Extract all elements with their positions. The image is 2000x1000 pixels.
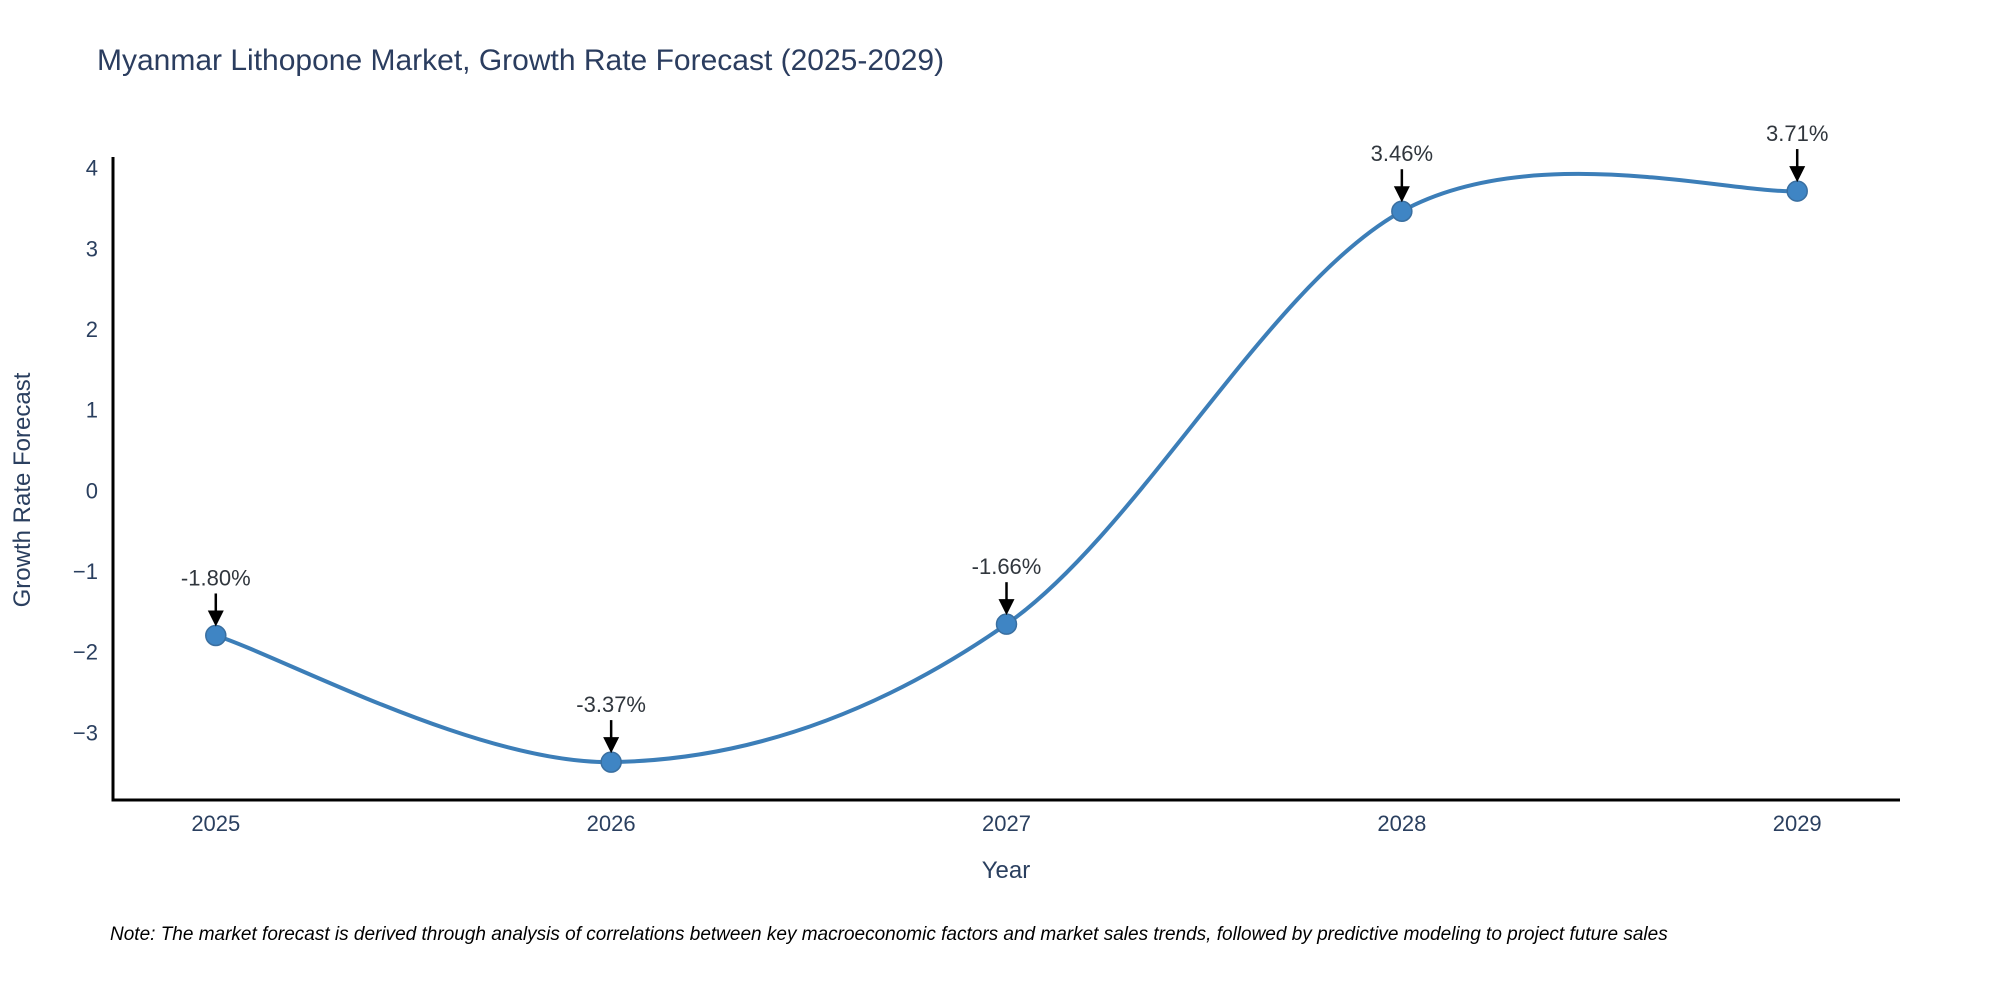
annotation-arrowhead-icon	[998, 599, 1015, 616]
point-annotation-label: 3.46%	[1371, 141, 1433, 166]
data-point-marker	[600, 751, 622, 773]
y-tick-label: −1	[73, 559, 98, 584]
annotation-arrowhead-icon	[207, 610, 224, 627]
data-point-marker	[1391, 200, 1413, 222]
x-tick-label: 2028	[1377, 811, 1426, 836]
point-annotation-label: -1.80%	[181, 565, 251, 590]
data-point-marker	[1786, 180, 1808, 202]
y-axis-tick-labels: 4 3 2 1 0 −1 −2 −3	[73, 156, 98, 746]
data-point-marker	[205, 624, 227, 647]
point-annotation-label: 3.71%	[1766, 121, 1828, 146]
x-axis-title: Year	[982, 857, 1031, 884]
point-annotation: 3.46%	[1371, 141, 1433, 203]
x-tick-label: 2029	[1773, 811, 1822, 836]
x-axis-tick-labels: 2025 2026 2027 2028 2029	[191, 811, 1821, 836]
data-point-marker	[995, 613, 1018, 635]
y-tick-label: 2	[86, 317, 98, 342]
point-annotation-label: -1.66%	[972, 554, 1042, 579]
y-tick-label: 1	[86, 398, 98, 423]
x-tick-label: 2025	[191, 811, 240, 836]
point-annotation-label: -3.37%	[576, 692, 646, 717]
x-axis: 2025 2026 2027 2028 2029 Year	[111, 798, 1900, 884]
annotation-arrowhead-icon	[603, 737, 620, 754]
annotation-arrowhead-icon	[1789, 166, 1806, 183]
x-tick-label: 2027	[982, 811, 1031, 836]
y-axis: 4 3 2 1 0 −1 −2 −3 Growth Rate Forecast	[9, 156, 115, 802]
data-point-markers	[205, 180, 1808, 773]
footnote: Note: The market forecast is derived thr…	[110, 924, 1668, 945]
annotation-arrowhead-icon	[1393, 186, 1410, 203]
series-spline-line	[213, 171, 1800, 765]
y-axis-title: Growth Rate Forecast	[9, 372, 36, 607]
x-tick-label: 2026	[587, 811, 636, 836]
point-annotation: -1.66%	[972, 554, 1042, 616]
y-tick-label: 0	[86, 478, 98, 503]
point-annotations: -1.80% -3.37% -1.66% 3.46% 3.71%	[181, 121, 1828, 754]
point-annotation: -3.37%	[576, 692, 646, 754]
chart-title: Myanmar Lithopone Market, Growth Rate Fo…	[97, 44, 944, 77]
y-tick-label: −3	[73, 720, 98, 745]
point-annotation: -1.80%	[181, 565, 251, 627]
y-tick-label: 4	[86, 156, 98, 181]
y-tick-label: −2	[73, 640, 98, 665]
y-tick-label: 3	[86, 236, 98, 261]
point-annotation: 3.71%	[1766, 121, 1828, 183]
